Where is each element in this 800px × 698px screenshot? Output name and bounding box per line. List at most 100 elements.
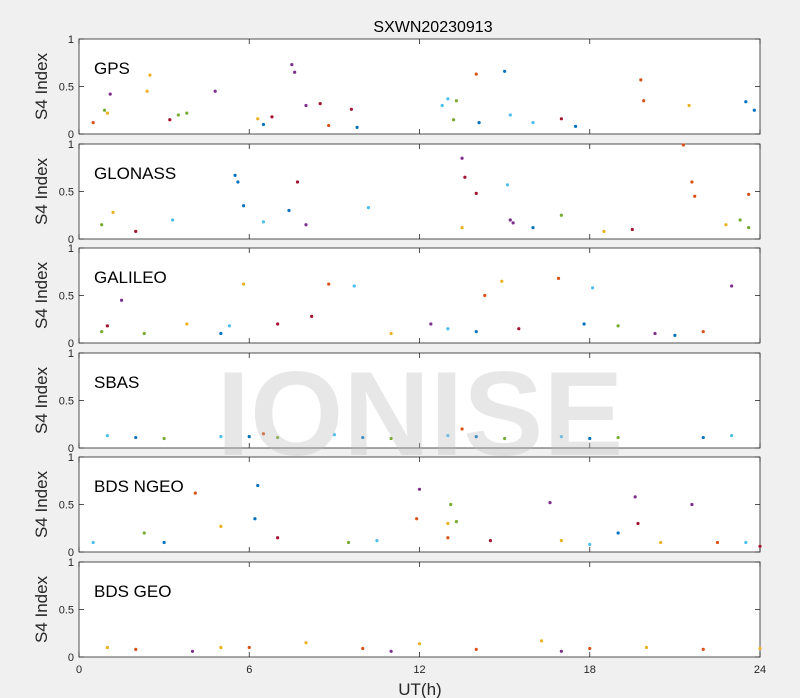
data-point xyxy=(241,204,246,208)
data-point xyxy=(91,540,95,545)
data-point xyxy=(310,314,314,318)
data-point xyxy=(463,175,467,179)
y-tick-label: 0 xyxy=(68,652,74,664)
data-point xyxy=(588,646,592,651)
data-point xyxy=(460,226,464,230)
data-point xyxy=(417,487,422,491)
panel-label: SBAS xyxy=(94,373,139,392)
data-point xyxy=(446,521,450,526)
data-point xyxy=(276,536,280,540)
data-point xyxy=(241,282,246,286)
data-point xyxy=(531,226,535,230)
y-tick-label: 1 xyxy=(68,452,74,464)
panel-5: 0 0.5 1 0 6 12 18 24 S4 Index BDS GEO xyxy=(32,557,766,676)
data-point xyxy=(261,220,266,224)
data-point xyxy=(111,210,115,214)
data-point xyxy=(454,99,458,103)
data-point xyxy=(219,524,223,528)
data-point xyxy=(616,324,620,328)
data-point xyxy=(429,322,433,326)
y-tick-label: 1 xyxy=(68,557,74,569)
data-point xyxy=(559,435,563,439)
data-point xyxy=(134,647,138,652)
data-point xyxy=(454,520,458,524)
data-point xyxy=(233,173,237,177)
x-tick-label: 24 xyxy=(754,664,766,676)
y-tick-label: 0 xyxy=(68,443,74,455)
y-tick-label: 1 xyxy=(68,34,74,46)
data-point xyxy=(701,435,705,440)
x-tick-label: 18 xyxy=(584,664,596,676)
data-point xyxy=(630,227,634,232)
y-tick-label: 0.5 xyxy=(59,605,74,617)
data-point xyxy=(361,435,365,440)
data-point xyxy=(446,536,450,540)
data-point xyxy=(590,286,595,290)
plot-area xyxy=(78,561,761,658)
y-tick-label: 1 xyxy=(68,139,74,151)
data-point xyxy=(644,645,649,650)
data-point xyxy=(483,293,487,298)
data-point xyxy=(355,125,359,129)
data-point xyxy=(474,647,478,652)
data-point xyxy=(389,331,393,336)
data-point xyxy=(744,100,748,104)
plot-area xyxy=(78,247,761,344)
data-point xyxy=(389,649,393,653)
data-point xyxy=(100,330,104,334)
data-point xyxy=(105,645,109,650)
data-point xyxy=(701,647,705,652)
data-point xyxy=(119,298,124,302)
plot-area xyxy=(78,456,761,553)
data-point xyxy=(659,540,663,545)
data-point xyxy=(730,284,734,288)
data-point xyxy=(477,121,481,125)
plot-area xyxy=(78,38,761,135)
data-point xyxy=(744,540,748,545)
data-point xyxy=(747,226,751,230)
panel-label: GLONASS xyxy=(94,164,176,183)
data-point xyxy=(287,208,291,213)
data-point xyxy=(588,542,592,547)
data-point xyxy=(752,108,756,112)
data-point xyxy=(304,103,308,108)
data-point xyxy=(738,218,742,222)
y-axis-label: S4 Index xyxy=(32,261,51,329)
data-point xyxy=(171,218,175,222)
panel-2: 0 0.5 1 S4 Index GALILEO xyxy=(32,243,761,350)
data-point xyxy=(134,229,138,233)
y-axis-label: S4 Index xyxy=(32,575,51,643)
panel-label: BDS GEO xyxy=(94,582,171,601)
data-point xyxy=(253,517,257,521)
data-point xyxy=(236,180,240,184)
data-point xyxy=(227,324,231,328)
data-point xyxy=(616,531,620,535)
data-point xyxy=(639,78,643,82)
data-point xyxy=(276,322,280,326)
y-tick-label: 0 xyxy=(68,234,74,246)
y-axis-label: S4 Index xyxy=(32,157,51,225)
panel-4: 0 0.5 1 S4 Index BDS NGEO xyxy=(32,452,762,559)
x-tick-label: 12 xyxy=(413,664,425,676)
data-point xyxy=(290,63,294,67)
data-point xyxy=(474,72,478,76)
plot-area xyxy=(78,352,761,449)
data-point xyxy=(105,111,109,115)
y-tick-label: 0.5 xyxy=(59,82,74,94)
data-point xyxy=(247,645,251,650)
x-tick-label: 0 xyxy=(76,664,82,676)
data-point xyxy=(219,645,223,650)
data-point xyxy=(261,122,266,127)
data-point xyxy=(588,436,592,441)
data-point xyxy=(415,517,419,521)
data-point xyxy=(508,113,512,117)
y-tick-label: 0 xyxy=(68,547,74,559)
panel-1: 0 0.5 1 S4 Index GLONASS xyxy=(32,139,761,246)
data-point xyxy=(108,92,112,96)
data-point xyxy=(332,433,336,437)
data-point xyxy=(531,121,535,125)
data-point xyxy=(449,502,453,507)
panel-3: 0 0.5 1 S4 Index SBAS xyxy=(32,348,761,455)
y-axis-label: S4 Index xyxy=(32,366,51,434)
